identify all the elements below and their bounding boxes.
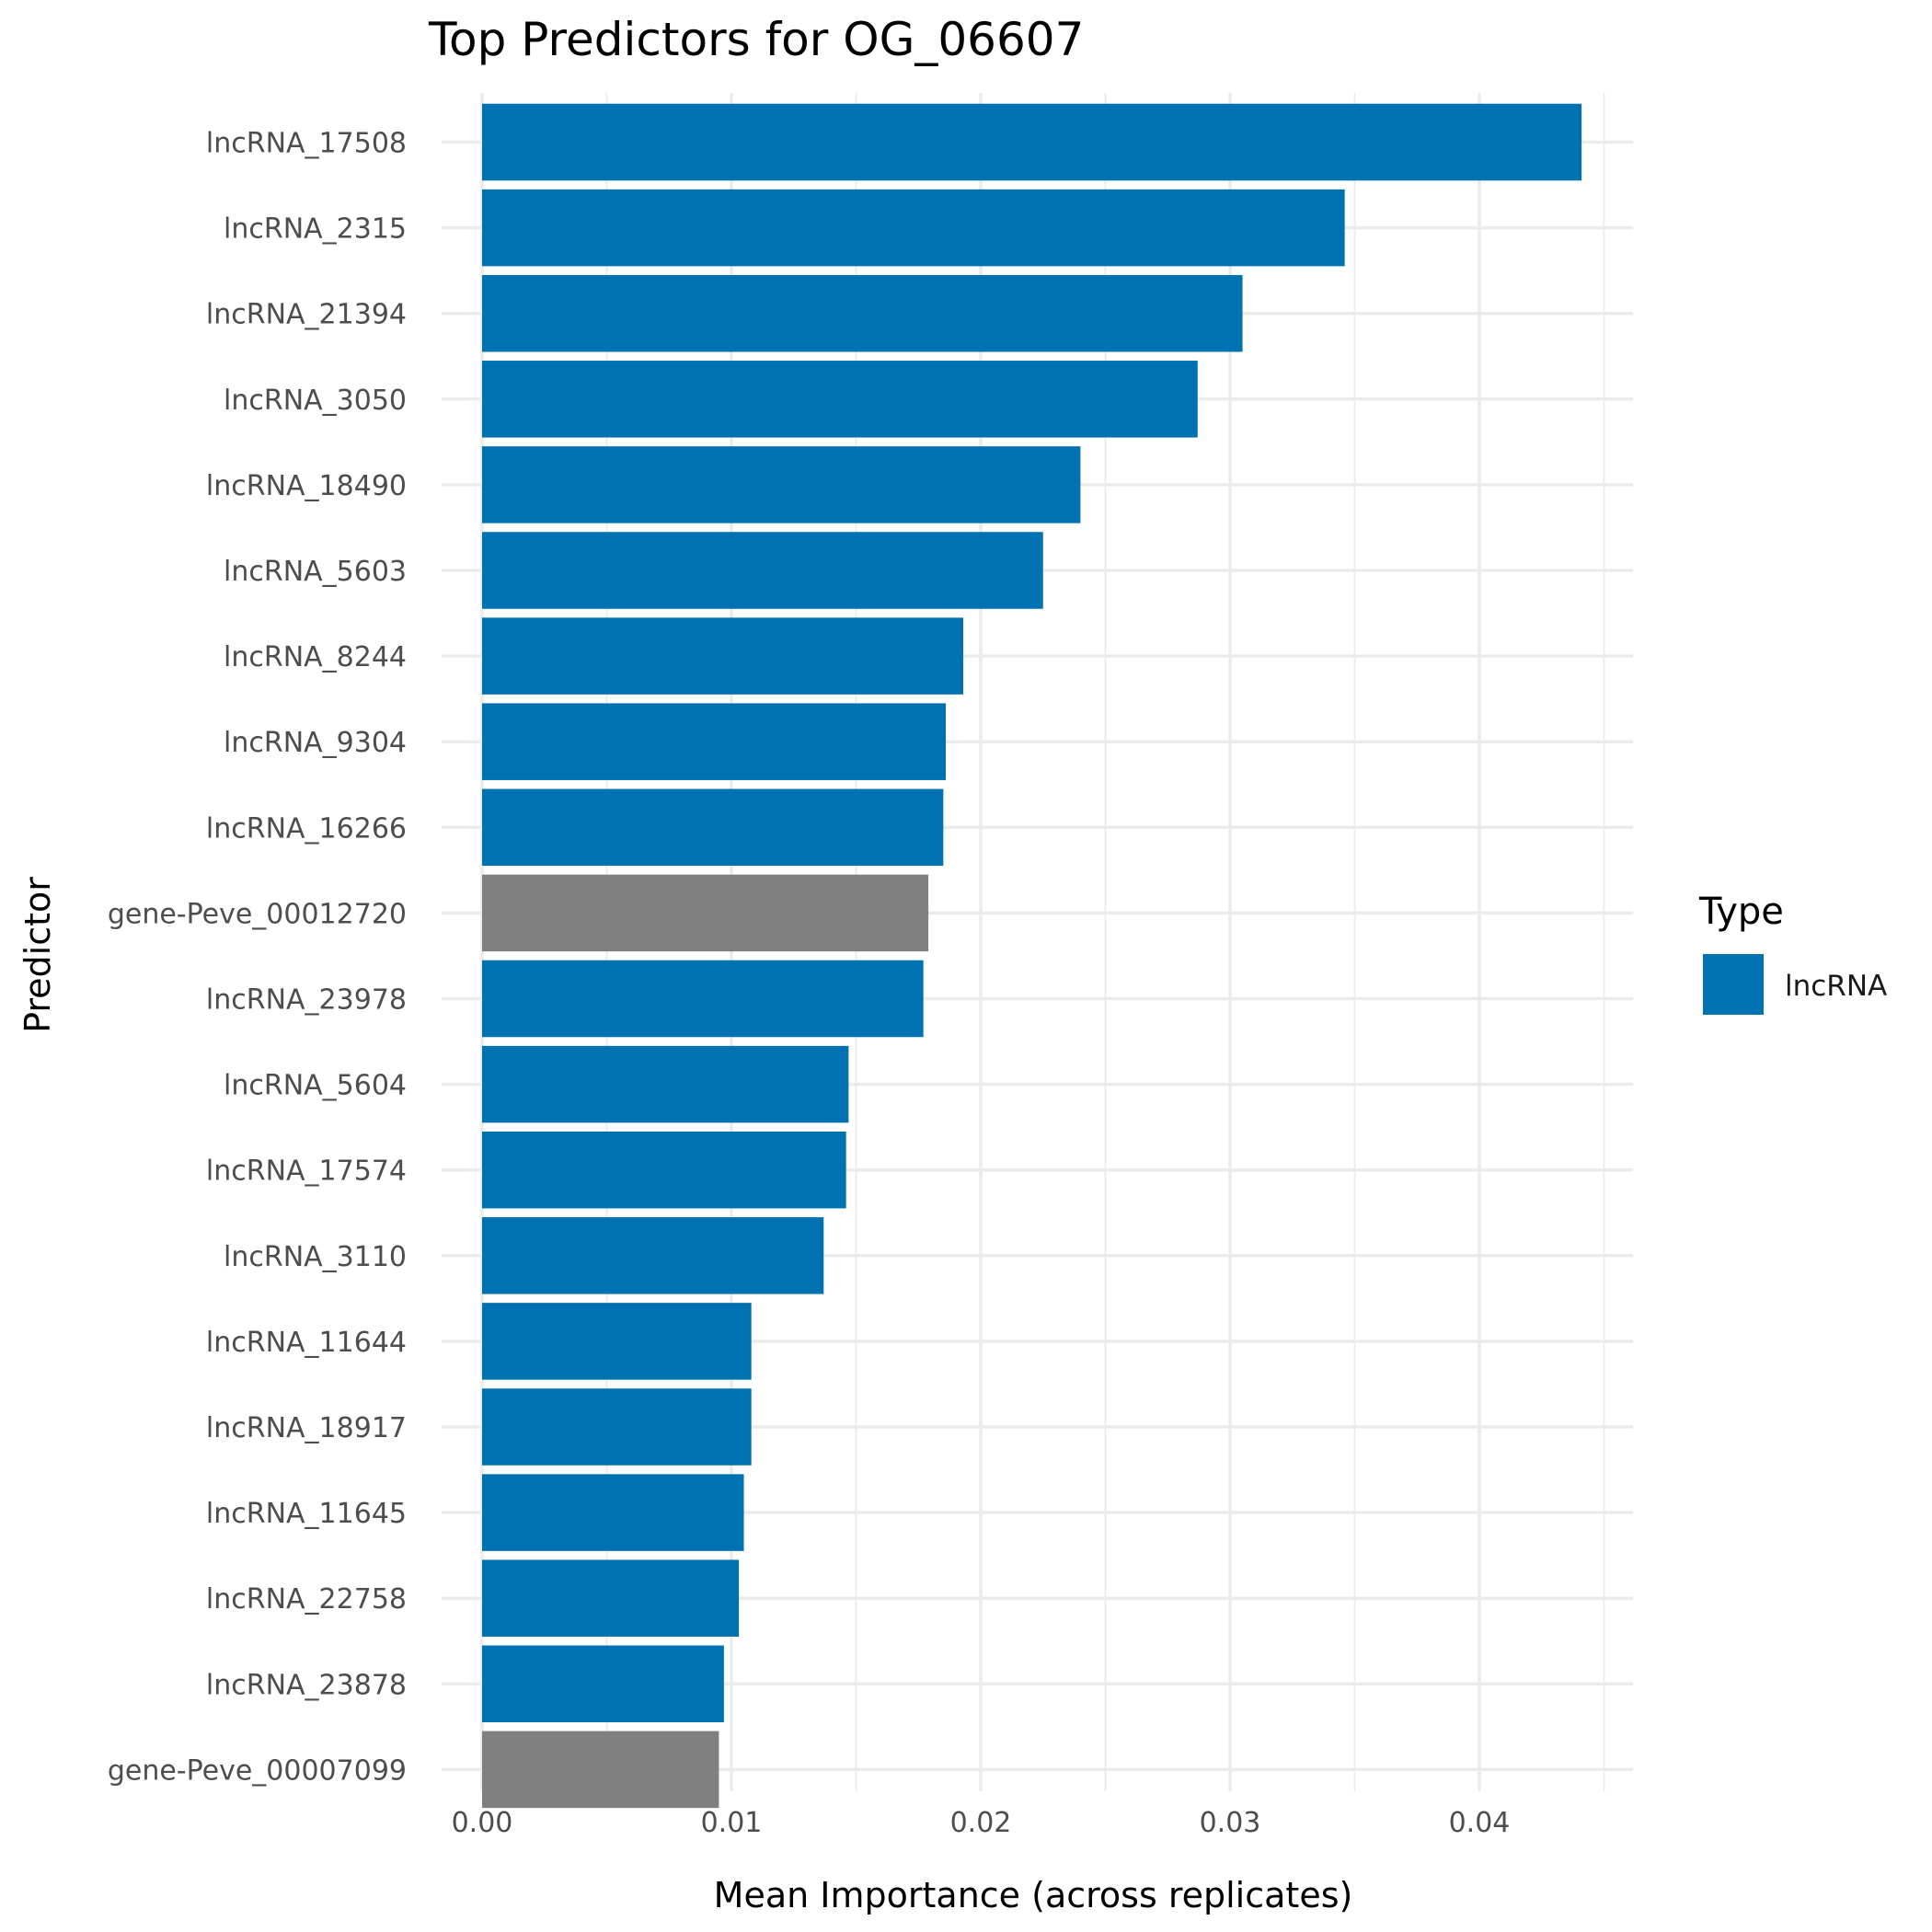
legend: Type lncRNA [1698,891,1887,1015]
x-tick-label: 0.00 [452,1807,513,1839]
bar-lncrna_23878 [482,1645,724,1723]
x-tick-labels: 0.00 0.01 0.02 0.03 0.04 [452,1807,1511,1839]
y-tick-label: lncRNA_18917 [206,1412,407,1444]
legend-title: Type [1698,891,1784,933]
y-tick-label: lncRNA_23978 [206,984,407,1017]
bar-lncrna_23978 [482,960,924,1038]
bar-gene-peve_00007099 [482,1731,719,1809]
y-tick-label: lncRNA_16266 [206,812,407,845]
bar-lncrna_3110 [482,1217,824,1294]
legend-label-lncrna: lncRNA [1785,970,1887,1003]
bar-lncrna_21394 [482,274,1243,352]
y-tick-label: lncRNA_11645 [206,1498,407,1530]
bar-lncrna_5603 [482,532,1043,609]
y-tick-label: lncRNA_9304 [224,727,407,759]
y-tick-label: lncRNA_3050 [224,385,407,417]
y-tick-label: lncRNA_23878 [206,1669,407,1701]
y-tick-label: lncRNA_8244 [224,641,407,673]
bar-lncrna_3050 [482,361,1198,438]
x-axis-title: Mean Importance (across replicates) [714,1875,1353,1915]
bar-lncrna_2315 [482,189,1345,267]
bar-gene-peve_00012720 [482,874,929,952]
x-tick-label: 0.03 [1200,1807,1261,1839]
y-tick-label: lncRNA_5604 [224,1070,407,1102]
bar-lncrna_17508 [482,103,1582,181]
bar-lncrna_8244 [482,617,964,695]
y-tick-label: gene-Peve_00012720 [108,898,407,930]
y-tick-label: lncRNA_5603 [224,556,407,588]
bar-lncrna_17574 [482,1131,846,1209]
y-tick-label: lncRNA_22758 [206,1583,407,1616]
x-tick-label: 0.02 [950,1807,1012,1839]
bar-lncrna_18917 [482,1388,752,1466]
bar-lncrna_18490 [482,446,1081,523]
y-tick-label: lncRNA_18490 [206,470,407,502]
y-tick-label: lncRNA_17508 [206,128,407,160]
x-tick-label: 0.01 [701,1807,763,1839]
y-axis-title: Predictor [17,877,58,1033]
bar-lncrna_5604 [482,1045,849,1123]
bar-lncrna_11644 [482,1303,752,1380]
y-tick-labels: lncRNA_17508 lncRNA_2315 lncRNA_21394 lncRN… [108,128,407,1788]
x-tick-label: 0.04 [1449,1807,1511,1839]
y-tick-label: lncRNA_21394 [206,299,407,331]
legend-key-lncrna [1703,954,1764,1015]
y-tick-label: lncRNA_3110 [224,1241,407,1273]
bar-lncrna_16266 [482,788,944,867]
y-tick-label: lncRNA_2315 [224,213,407,246]
bar-lncrna_9304 [482,703,947,780]
y-tick-label: gene-Peve_00007099 [108,1754,407,1787]
chart-title: Top Predictors for OG_06607 [428,13,1084,66]
bars [482,103,1582,1809]
bar-lncrna_11645 [482,1474,744,1551]
y-tick-label: lncRNA_17574 [206,1156,407,1188]
bar-lncrna_22758 [482,1559,740,1637]
y-tick-label: lncRNA_11644 [206,1327,407,1359]
